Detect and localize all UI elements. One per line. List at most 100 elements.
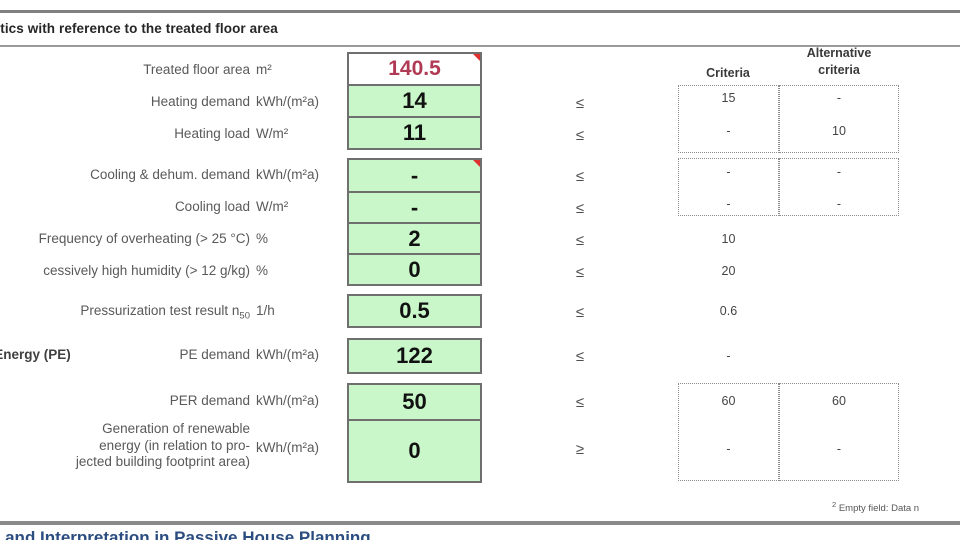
renewable-label-line-3: jected building footprint area) — [75, 454, 250, 469]
alt-criteria-box-cooling — [779, 158, 899, 216]
label-cooling-load: Cooling load — [174, 199, 250, 214]
value-renewable-generation[interactable]: 0 — [349, 419, 480, 481]
bottom-caption: n and Interpretation in Passive House Pl… — [0, 528, 371, 540]
page-title: acteristics with reference to the treate… — [0, 21, 278, 36]
criteria-heating-load: - — [726, 124, 731, 138]
operator-per-demand: ≤ — [575, 394, 585, 411]
value-heating-demand-text: 14 — [402, 88, 427, 113]
label-frequency-overheating: Frequency of overheating (> 25 °C) — [38, 231, 250, 246]
label-pe-demand: PE demand — [179, 347, 250, 362]
label-renewable-generation: Generation of renewable energy (in relat… — [0, 421, 250, 471]
renewable-label-line-1: Generation of renewable — [102, 421, 250, 436]
bottom-rule — [0, 521, 960, 525]
unit-cooling-load: W/m² — [256, 199, 289, 214]
operator-heating-load: ≤ — [575, 127, 585, 144]
value-group-cooling: - - 2 0 — [347, 158, 482, 286]
section-title-primary-energy: nary Energy (PE) — [0, 347, 71, 362]
label-treated-floor-area: Treated floor area — [143, 62, 250, 77]
operator-cooling-dehum-demand: ≤ — [575, 168, 585, 185]
value-heating-load-text: 11 — [402, 120, 427, 145]
label-excessive-humidity: cessively high humidity (> 12 g/kg) — [43, 263, 250, 278]
unit-heating-load: W/m² — [256, 126, 289, 141]
value-heating-load[interactable]: 11 — [349, 116, 480, 148]
unit-heating-demand: kWh/(m²a) — [256, 94, 319, 109]
comment-marker-icon — [473, 160, 480, 167]
operator-renewable-generation: ≥ — [575, 441, 585, 458]
unit-per-demand: kWh/(m²a) — [256, 393, 319, 408]
alt-criteria-renewable-generation: - — [836, 442, 842, 456]
criteria-pe-demand: - — [726, 349, 731, 363]
operator-pe-demand: ≤ — [575, 348, 585, 365]
criteria-box-heating — [678, 85, 779, 153]
pressurization-label-main: Pressurization test result n — [80, 303, 240, 318]
value-frequency-overheating-text: 2 — [408, 225, 421, 251]
value-group-heating: 140.5 14 11 — [347, 52, 482, 150]
label-heating-load: Heating load — [174, 126, 250, 141]
alt-criteria-cooling-dehum-demand: - — [836, 165, 842, 179]
operator-heating-demand: ≤ — [575, 95, 585, 112]
alt-criteria-line-1: Alternative — [806, 46, 872, 60]
label-heating-demand: Heating demand — [150, 94, 250, 109]
criteria-frequency-overheating: 10 — [721, 232, 736, 246]
alternative-criteria-column-header: Alternative criteria — [787, 45, 891, 79]
footnote-text: Empty field: Data n — [838, 503, 920, 515]
alt-criteria-per-demand: 60 — [832, 394, 846, 408]
criteria-pressurization-test: 0.6 — [719, 304, 738, 318]
criteria-heating-demand: 15 — [721, 91, 736, 105]
value-pe-demand[interactable]: 122 — [349, 340, 480, 372]
value-treated-floor-area[interactable]: 140.5 — [349, 54, 480, 84]
unit-frequency-overheating: % — [256, 231, 269, 246]
label-cooling-dehum-demand: Cooling & dehum. demand — [90, 167, 250, 182]
value-heating-demand[interactable]: 14 — [349, 84, 480, 116]
label-per-demand: PER demand — [169, 393, 250, 408]
value-pressurization-test-text: 0.5 — [399, 298, 430, 323]
criteria-cooling-load: - — [726, 197, 731, 211]
value-per-demand-text: 50 — [402, 389, 427, 414]
operator-excessive-humidity: ≤ — [575, 264, 585, 281]
operator-pressurization-test: ≤ — [575, 304, 585, 321]
unit-renewable-generation: kWh/(m²a) — [256, 440, 319, 455]
alt-criteria-line-2: criteria — [818, 63, 860, 77]
unit-treated-floor-area: m² — [256, 62, 272, 77]
criteria-column-header: Criteria — [706, 66, 750, 80]
operator-frequency-overheating: ≤ — [575, 232, 585, 249]
criteria-excessive-humidity: 20 — [721, 264, 736, 278]
comment-marker-icon — [473, 54, 480, 61]
title-rule-bottom — [0, 45, 960, 47]
criteria-renewable-generation: - — [726, 442, 731, 456]
value-group-pressurization: 0.5 — [347, 294, 482, 328]
value-renewable-generation-text: 0 — [408, 438, 421, 463]
value-pe-demand-text: 122 — [396, 343, 433, 368]
title-rule-top — [0, 10, 960, 13]
value-frequency-overheating[interactable]: 2 — [349, 222, 480, 253]
value-cooling-load-text: - — [410, 194, 419, 220]
criteria-cooling-dehum-demand: - — [726, 165, 731, 179]
value-cooling-load[interactable]: - — [349, 191, 480, 222]
value-cooling-dehum-demand-text: - — [410, 162, 419, 188]
label-pressurization-test: Pressurization test result n50 — [0, 303, 250, 322]
criteria-box-cooling — [678, 158, 779, 216]
alt-criteria-heating-demand: - — [836, 91, 842, 105]
value-treated-floor-area-text: 140.5 — [388, 57, 441, 80]
alt-criteria-cooling-load: - — [836, 197, 842, 211]
value-cooling-dehum-demand[interactable]: - — [349, 160, 480, 191]
criteria-per-demand: 60 — [721, 394, 736, 408]
value-excessive-humidity[interactable]: 0 — [349, 253, 480, 284]
alt-criteria-heating-load: 10 — [832, 124, 846, 138]
operator-cooling-load: ≤ — [575, 200, 585, 217]
alt-criteria-box-renewable — [779, 383, 899, 481]
criteria-box-renewable — [678, 383, 779, 481]
unit-cooling-dehum-demand: kWh/(m²a) — [256, 167, 319, 182]
value-excessive-humidity-text: 0 — [408, 256, 421, 282]
title-band — [0, 13, 960, 45]
footnote: 2 Empty field: Data n — [832, 500, 960, 514]
alt-criteria-box-heating — [779, 85, 899, 153]
value-pressurization-test[interactable]: 0.5 — [349, 296, 480, 326]
unit-pressurization-test: 1/h — [256, 303, 275, 318]
unit-excessive-humidity: % — [256, 263, 269, 278]
footnote-marker: 2 — [832, 500, 837, 509]
pressurization-label-subscript: 50 — [239, 310, 250, 322]
unit-pe-demand: kWh/(m²a) — [256, 347, 319, 362]
value-per-demand[interactable]: 50 — [349, 385, 480, 419]
